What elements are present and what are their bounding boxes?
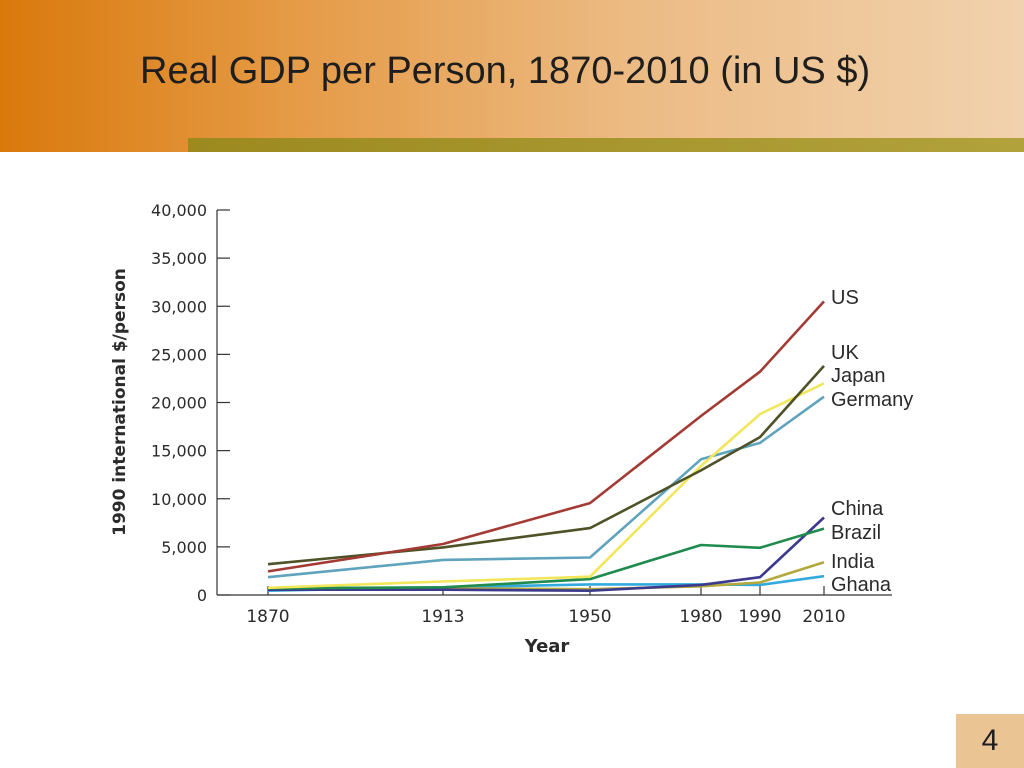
series-line-uk xyxy=(267,365,825,566)
y-tick-label: 5,000 xyxy=(161,538,207,557)
y-axis-title: 1990 international $/person xyxy=(110,268,130,536)
y-tick-label: 30,000 xyxy=(151,297,207,316)
series-line-germany xyxy=(267,395,825,579)
series-label-uk: UK xyxy=(831,342,859,364)
y-tick-label: 25,000 xyxy=(151,345,207,364)
title-banner xyxy=(0,0,1024,152)
y-tick-label: 15,000 xyxy=(151,442,207,461)
x-tick-label: 1870 xyxy=(246,607,289,627)
x-tick-label: 2010 xyxy=(802,607,845,627)
x-axis-title: Year xyxy=(524,636,570,657)
y-tick-label: 10,000 xyxy=(151,490,207,509)
series-label-china: China xyxy=(831,498,884,520)
series-label-india: India xyxy=(831,551,875,573)
x-tick-label: 1913 xyxy=(421,607,464,627)
y-tick-label: 35,000 xyxy=(151,249,207,268)
y-tick-label: 20,000 xyxy=(151,394,207,413)
series-line-japan xyxy=(267,382,825,590)
series-label-brazil: Brazil xyxy=(831,522,881,544)
series-label-japan: Japan xyxy=(831,365,886,387)
page-number: 4 xyxy=(981,724,999,757)
x-tick-label: 1990 xyxy=(738,607,781,627)
series-label-ghana: Ghana xyxy=(831,574,892,596)
chart-series-lines xyxy=(267,300,825,593)
series-label-germany: Germany xyxy=(831,389,913,411)
slide-title: Real GDP per Person, 1870-2010 (in US $) xyxy=(140,50,871,92)
series-label-us: US xyxy=(831,287,859,309)
y-tick-label: 0 xyxy=(197,586,207,605)
series-line-us xyxy=(267,300,825,573)
series-line-china xyxy=(268,516,825,593)
series-line-brazil xyxy=(267,527,825,590)
y-tick-label: 40,000 xyxy=(151,201,207,220)
x-tick-label: 1950 xyxy=(568,607,611,627)
chart-axes: 0 5,000 10,000 15,000 20,000 25,000 30,000 35,0… xyxy=(151,201,892,627)
page-number-box: 4 xyxy=(956,714,1024,768)
accent-stripe xyxy=(188,138,1024,152)
x-tick-label: 1980 xyxy=(679,607,722,627)
